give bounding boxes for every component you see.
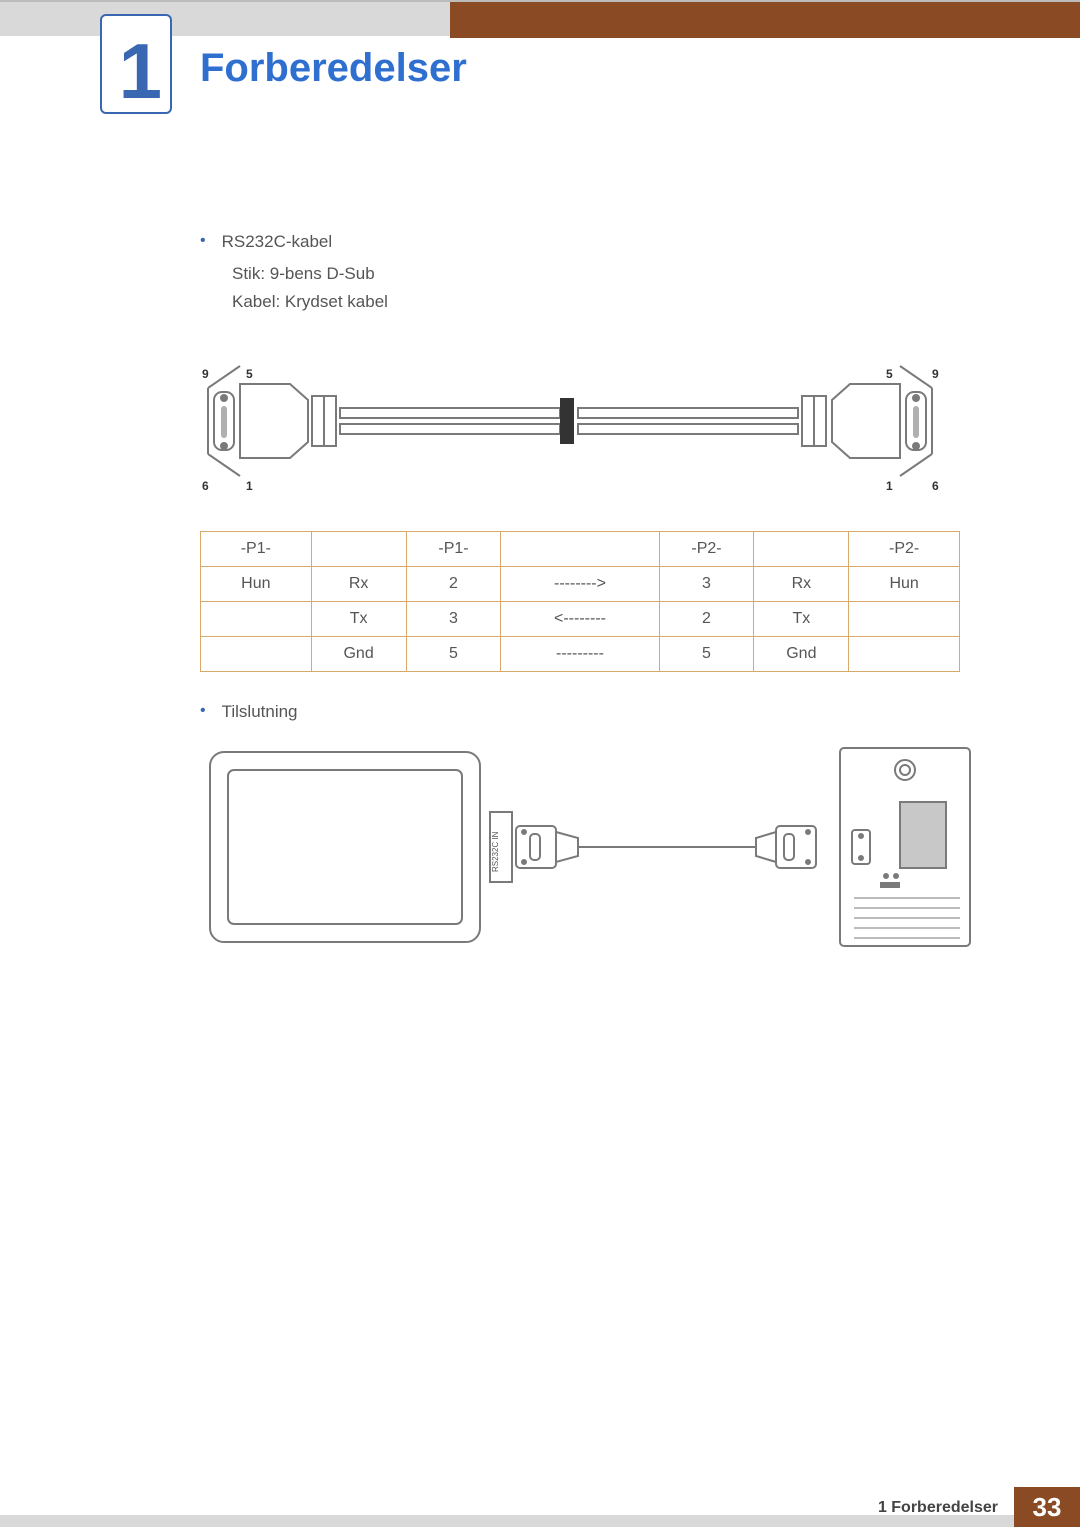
table-cell: 3 — [406, 602, 501, 637]
table-cell: --------- — [501, 637, 659, 672]
table-cell: 2 — [406, 567, 501, 602]
table-cell: Gnd — [754, 637, 849, 672]
table-cell — [849, 602, 960, 637]
bullet-cable: • RS232C-kabel — [200, 230, 960, 254]
connection-heading: Tilslutning — [222, 700, 298, 724]
table-cell: 3 — [659, 567, 754, 602]
table-cell: <-------- — [501, 602, 659, 637]
table-row: HunRx2-------->3RxHun — [201, 567, 960, 602]
pin-label: 9 — [932, 367, 939, 381]
table-cell — [501, 532, 659, 567]
table-cell: Rx — [754, 567, 849, 602]
table-cell: -P1- — [406, 532, 501, 567]
table-cell: 5 — [659, 637, 754, 672]
connector-line: Stik: 9-bens D-Sub — [232, 260, 960, 288]
table-cell: Tx — [754, 602, 849, 637]
table-cell: Rx — [311, 567, 406, 602]
table-cell: -P2- — [849, 532, 960, 567]
chapter-number-badge: 1 — [100, 14, 172, 114]
cable-heading: RS232C-kabel — [222, 230, 333, 254]
pin-label: 9 — [202, 367, 209, 381]
table-cell: --------> — [501, 567, 659, 602]
table-cell — [849, 637, 960, 672]
table-cell: -P2- — [659, 532, 754, 567]
table-row: Gnd5---------5Gnd — [201, 637, 960, 672]
table-cell: Hun — [201, 567, 312, 602]
bullet-icon: • — [200, 700, 206, 722]
bullet-icon: • — [200, 230, 206, 252]
chapter-number: 1 — [119, 32, 162, 110]
pin-label: 6 — [932, 479, 939, 493]
connection-diagram: RS232C IN — [200, 742, 960, 957]
pin-label: 6 — [202, 479, 209, 493]
pin-label: 1 — [886, 479, 893, 493]
table-cell — [754, 532, 849, 567]
pin-label: 5 — [246, 367, 253, 381]
page-content: • RS232C-kabel Stik: 9-bens D-Sub Kabel:… — [200, 230, 960, 957]
table-cell: Hun — [849, 567, 960, 602]
table-cell: Tx — [311, 602, 406, 637]
table-cell — [201, 637, 312, 672]
cable-diagram: 9 5 6 1 5 9 1 6 — [200, 356, 960, 501]
table-cell: 5 — [406, 637, 501, 672]
table-cell — [201, 602, 312, 637]
cable-line: Kabel: Krydset kabel — [232, 288, 960, 316]
table-row: Tx3<--------2Tx — [201, 602, 960, 637]
pin-label: 1 — [246, 479, 253, 493]
table-cell — [311, 532, 406, 567]
footer-label: 1 Forberedelser — [878, 1499, 1014, 1527]
table-cell: -P1- — [201, 532, 312, 567]
chapter-title: Forberedelser — [200, 46, 467, 91]
pin-label: 5 — [886, 367, 893, 381]
table-cell: 2 — [659, 602, 754, 637]
table-cell: Gnd — [311, 637, 406, 672]
pinout-table: -P1--P1--P2--P2-HunRx2-------->3RxHunTx3… — [200, 531, 960, 672]
bullet-connection: • Tilslutning — [200, 700, 960, 724]
page-footer: 1 Forberedelser 33 — [0, 1487, 1080, 1527]
port-label: RS232C IN — [491, 831, 500, 872]
table-row: -P1- -P1- -P2- -P2- — [201, 532, 960, 567]
footer-page-number: 33 — [1014, 1487, 1080, 1527]
